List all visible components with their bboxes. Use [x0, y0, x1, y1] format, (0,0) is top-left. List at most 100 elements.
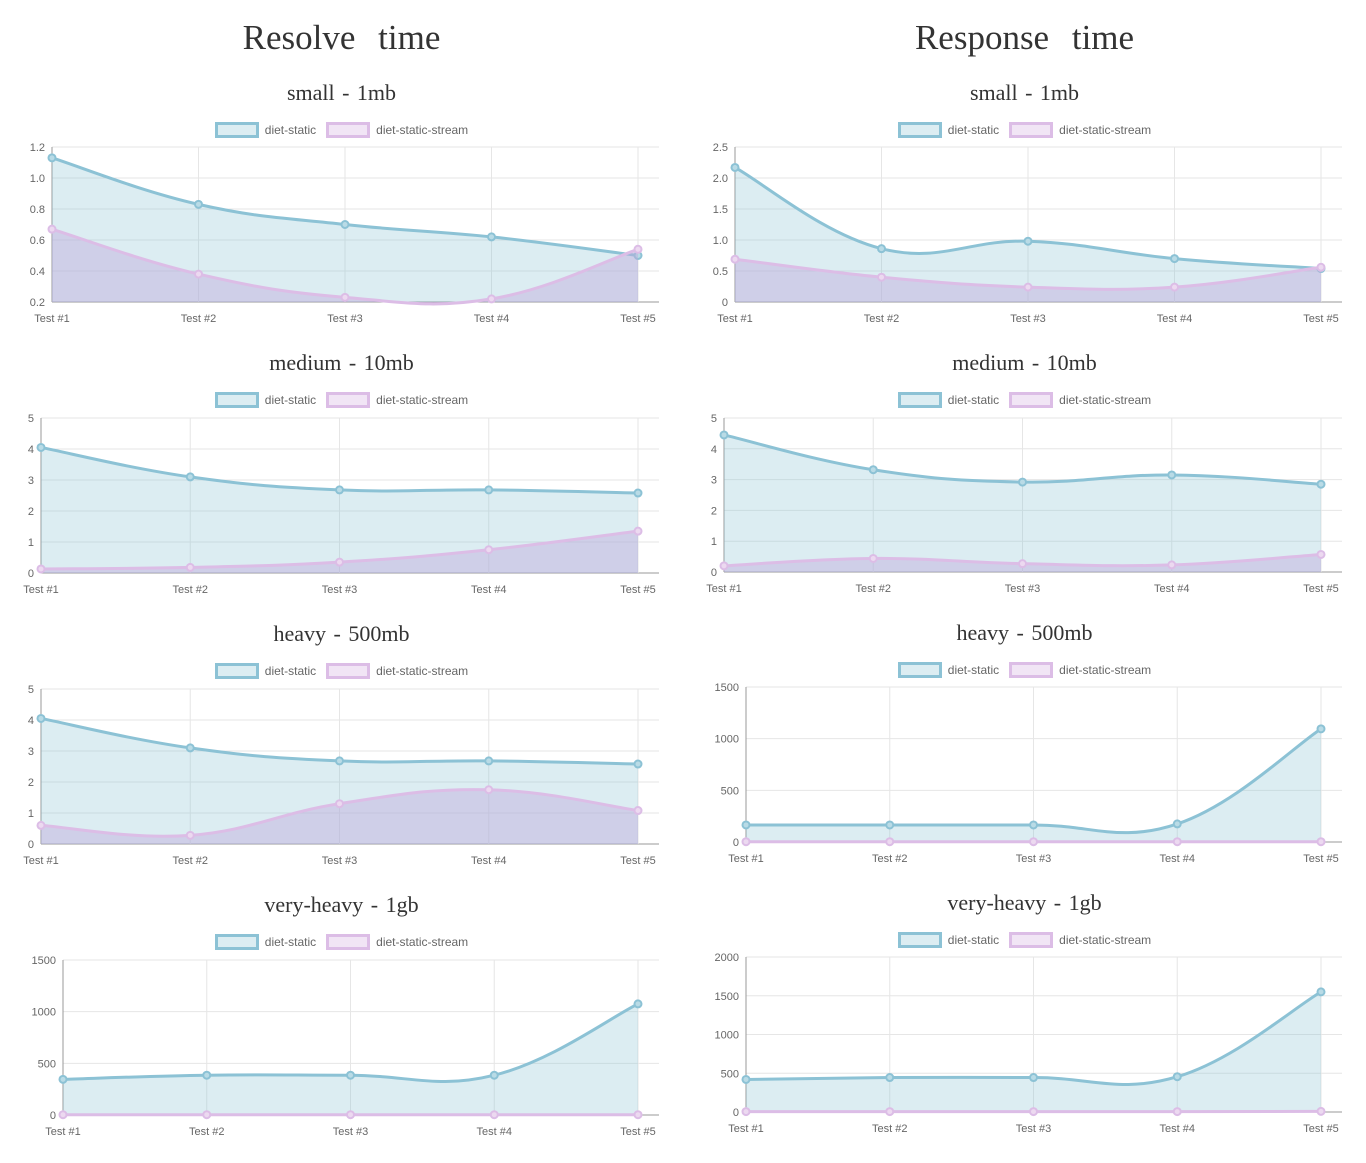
data-point-diet-static-stream[interactable] — [491, 1111, 498, 1118]
x-tick-label: Test #5 — [1303, 583, 1338, 595]
y-tick-label: 2 — [711, 505, 717, 517]
data-point-diet-static-stream[interactable] — [195, 271, 202, 278]
x-tick-label: Test #5 — [620, 584, 655, 596]
data-point-diet-static-stream[interactable] — [635, 1111, 642, 1118]
x-tick-label: Test #1 — [23, 855, 58, 867]
data-point-diet-static-stream[interactable] — [342, 294, 349, 301]
data-point-diet-static[interactable] — [1318, 988, 1325, 995]
data-point-diet-static-stream[interactable] — [485, 546, 492, 553]
data-point-diet-static-stream[interactable] — [1168, 561, 1175, 568]
data-point-diet-static[interactable] — [336, 486, 343, 493]
data-point-diet-static[interactable] — [1318, 481, 1325, 488]
data-point-diet-static-stream[interactable] — [1318, 1108, 1325, 1115]
data-point-diet-static[interactable] — [743, 1076, 750, 1083]
data-point-diet-static-stream[interactable] — [488, 295, 495, 302]
x-tick-label: Test #1 — [717, 313, 752, 325]
data-point-diet-static-stream[interactable] — [1019, 560, 1026, 567]
data-point-diet-static[interactable] — [336, 757, 343, 764]
data-point-diet-static-stream[interactable] — [635, 246, 642, 253]
data-point-diet-static[interactable] — [1174, 820, 1181, 827]
data-point-diet-static-stream[interactable] — [886, 1108, 893, 1115]
data-point-diet-static-stream[interactable] — [1030, 1108, 1037, 1115]
data-point-diet-static-stream[interactable] — [60, 1111, 67, 1118]
x-tick-label: Test #3 — [1010, 313, 1045, 325]
y-tick-label: 1 — [28, 537, 34, 549]
data-point-diet-static[interactable] — [1171, 255, 1178, 262]
data-point-diet-static-stream[interactable] — [1318, 838, 1325, 845]
y-tick-label: 4 — [711, 444, 717, 456]
data-point-diet-static[interactable] — [886, 821, 893, 828]
data-point-diet-static[interactable] — [1025, 238, 1032, 245]
data-point-diet-static[interactable] — [635, 490, 642, 497]
data-point-diet-static[interactable] — [1030, 1074, 1037, 1081]
data-point-diet-static-stream[interactable] — [878, 274, 885, 281]
data-point-diet-static[interactable] — [870, 466, 877, 473]
data-point-diet-static[interactable] — [721, 431, 728, 438]
x-tick-label: Test #4 — [477, 1126, 512, 1138]
data-point-diet-static-stream[interactable] — [38, 565, 45, 572]
y-tick-label: 5 — [711, 413, 717, 425]
data-point-diet-static-stream[interactable] — [1174, 838, 1181, 845]
data-point-diet-static-stream[interactable] — [1318, 264, 1325, 271]
data-point-diet-static[interactable] — [886, 1074, 893, 1081]
y-tick-label: 0.5 — [713, 266, 728, 278]
data-point-diet-static-stream[interactable] — [886, 838, 893, 845]
data-point-diet-static-stream[interactable] — [1174, 1108, 1181, 1115]
data-point-diet-static[interactable] — [187, 473, 194, 480]
data-point-diet-static[interactable] — [49, 154, 56, 161]
y-tick-label: 5 — [28, 413, 34, 425]
data-point-diet-static[interactable] — [635, 1000, 642, 1007]
data-point-diet-static-stream[interactable] — [721, 562, 728, 569]
data-point-diet-static[interactable] — [1174, 1073, 1181, 1080]
data-point-diet-static-stream[interactable] — [1171, 284, 1178, 291]
data-point-diet-static[interactable] — [203, 1072, 210, 1079]
data-point-diet-static[interactable] — [485, 757, 492, 764]
data-point-diet-static[interactable] — [38, 444, 45, 451]
data-point-diet-static[interactable] — [1019, 479, 1026, 486]
data-point-diet-static[interactable] — [38, 715, 45, 722]
y-tick-label: 0 — [28, 568, 34, 580]
data-point-diet-static-stream[interactable] — [187, 564, 194, 571]
data-point-diet-static-stream[interactable] — [187, 832, 194, 839]
data-point-diet-static[interactable] — [743, 821, 750, 828]
data-point-diet-static-stream[interactable] — [347, 1111, 354, 1118]
data-point-diet-static-stream[interactable] — [485, 786, 492, 793]
data-point-diet-static[interactable] — [60, 1076, 67, 1083]
data-point-diet-static-stream[interactable] — [635, 528, 642, 535]
data-point-diet-static[interactable] — [1168, 471, 1175, 478]
data-point-diet-static-stream[interactable] — [49, 226, 56, 233]
data-point-diet-static[interactable] — [485, 486, 492, 493]
data-point-diet-static-stream[interactable] — [336, 800, 343, 807]
y-tick-label: 0.2 — [30, 297, 45, 309]
data-point-diet-static-stream[interactable] — [336, 559, 343, 566]
data-point-diet-static-stream[interactable] — [870, 555, 877, 562]
data-point-diet-static[interactable] — [195, 201, 202, 208]
y-tick-label: 1 — [711, 536, 717, 548]
data-point-diet-static[interactable] — [347, 1072, 354, 1079]
data-point-diet-static-stream[interactable] — [38, 822, 45, 829]
data-point-diet-static[interactable] — [1030, 821, 1037, 828]
data-point-diet-static[interactable] — [732, 164, 739, 171]
data-point-diet-static[interactable] — [342, 221, 349, 228]
data-point-diet-static[interactable] — [488, 233, 495, 240]
data-point-diet-static[interactable] — [635, 761, 642, 768]
y-tick-label: 1.5 — [713, 204, 728, 216]
data-point-diet-static[interactable] — [878, 245, 885, 252]
data-point-diet-static[interactable] — [187, 744, 194, 751]
data-point-diet-static-stream[interactable] — [1318, 551, 1325, 558]
data-point-diet-static-stream[interactable] — [743, 1108, 750, 1115]
data-point-diet-static[interactable] — [491, 1072, 498, 1079]
data-point-diet-static-stream[interactable] — [732, 256, 739, 263]
data-point-diet-static-stream[interactable] — [743, 838, 750, 845]
x-tick-label: Test #4 — [471, 584, 506, 596]
data-point-diet-static-stream[interactable] — [635, 807, 642, 814]
y-tick-label: 1.0 — [30, 173, 45, 185]
y-tick-label: 1500 — [715, 682, 739, 694]
data-point-diet-static-stream[interactable] — [203, 1111, 210, 1118]
data-point-diet-static-stream[interactable] — [1030, 838, 1037, 845]
resolve-time-heading: Resolve time — [0, 18, 683, 58]
data-point-diet-static-stream[interactable] — [1025, 284, 1032, 291]
data-point-diet-static[interactable] — [1318, 725, 1325, 732]
